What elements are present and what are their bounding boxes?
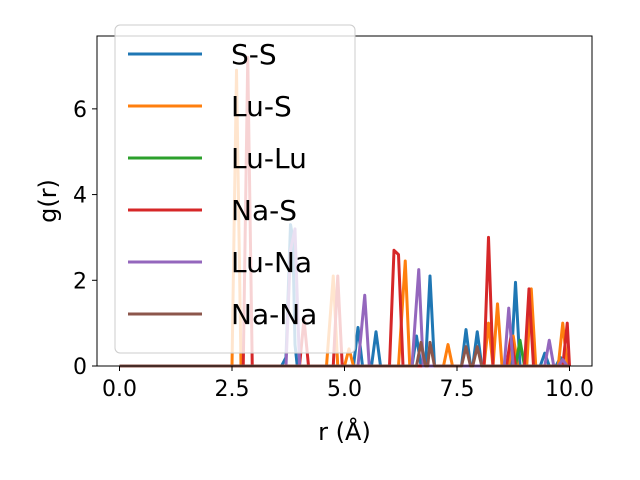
x-tick-label: 2.5 (215, 377, 250, 402)
legend-items: S-S Lu-S Lu-Lu Na-S Lu-Na Na-Na (128, 38, 317, 331)
y-axis-label: g(r) (34, 179, 62, 223)
series-line-s-s (119, 223, 570, 368)
legend-label-lu-na: Lu-Na (231, 246, 312, 279)
x-axis-label: r (Å) (318, 417, 371, 446)
x-tick-label: 7.5 (440, 377, 475, 402)
x-tick-label: 5.0 (327, 377, 362, 402)
legend: S-S Lu-S Lu-Lu Na-S Lu-Na Na-Na (114, 24, 356, 354)
legend-label-na-na: Na-Na (231, 298, 317, 331)
legend-label-lu-lu: Lu-Lu (231, 142, 307, 175)
legend-label-na-s: Na-S (231, 194, 297, 227)
y-tick-label: 0 (73, 355, 87, 380)
x-tick-label: 0.0 (102, 377, 137, 402)
ticks-layer: 0.0 2.5 5.0 7.5 10.0 0 2 4 6 (73, 98, 594, 402)
legend-label-s-s: S-S (231, 38, 277, 71)
x-tick-label: 10.0 (545, 377, 594, 402)
y-tick-label: 6 (73, 98, 87, 123)
legend-label-lu-s: Lu-S (231, 90, 292, 123)
y-tick-label: 4 (73, 184, 87, 209)
y-tick-label: 2 (73, 269, 87, 294)
